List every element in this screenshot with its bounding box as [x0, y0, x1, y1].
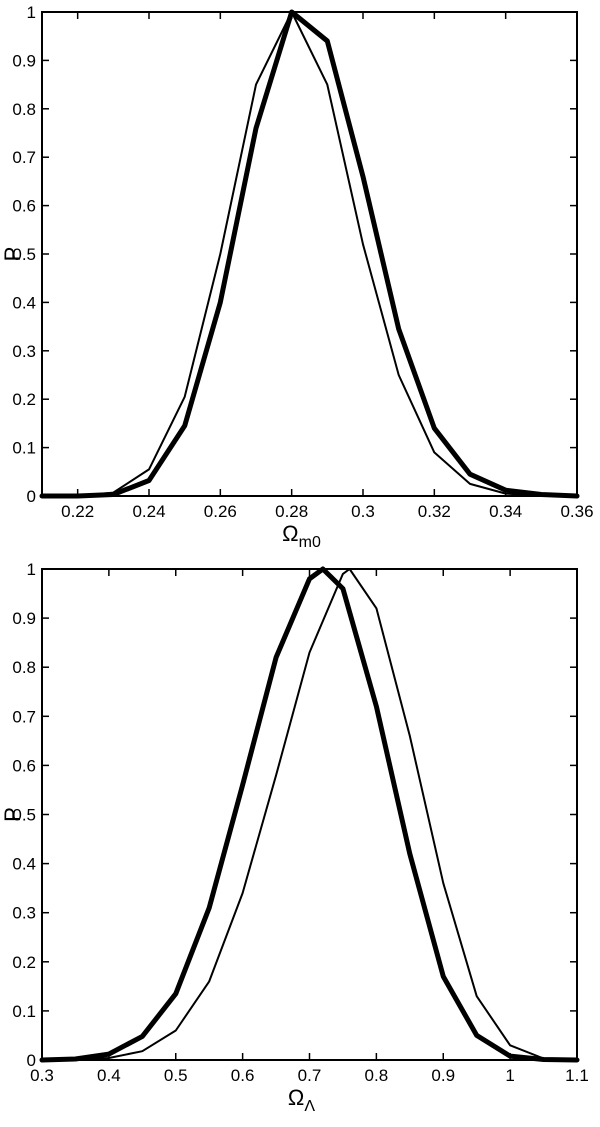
omega-lambda-y-tick-label: 0.7	[12, 707, 36, 726]
omega-m0-y-tick-label: 0.5	[12, 245, 36, 264]
omega-m0-y-tick-label: 1	[27, 3, 36, 22]
omega-m0-x-tick-label: 0.3	[351, 502, 375, 521]
omega-lambda-x-tick-label: 1.1	[565, 1066, 589, 1085]
omega-m0-plot-frame	[41, 11, 578, 497]
omega-lambda-x-tick-label: 1	[505, 1066, 514, 1085]
omega-lambda-x-tick-label: 0.3	[30, 1066, 54, 1085]
omega-lambda-x-tick-label: 0.8	[365, 1066, 389, 1085]
omega-lambda-y-tick-label: 0	[27, 1051, 36, 1070]
omega-m0-y-tick-label: 0.6	[12, 197, 36, 216]
omega-lambda-y-tick-label: 0.2	[12, 953, 36, 972]
omega-m0-y-tick-label: 0.4	[12, 293, 36, 312]
omega-m0-y-tick-label: 0.1	[12, 439, 36, 458]
omega-m0-y-tick-label: 0	[27, 487, 36, 506]
omega-lambda-x-tick-label: 0.6	[231, 1066, 255, 1085]
omega-lambda-probability-chart: 0.3 0.4 0.5 0.6 0.7 0.8 0.9 1 1.1 0 0.1 0.2 0.3 0.4 0.…	[0, 560, 600, 1122]
omega-m0-y-axis-label: P	[0, 247, 25, 262]
omega-m0-x-tick-label: 0.32	[418, 502, 451, 521]
omega-lambda-y-tick-label: 0.3	[12, 904, 36, 923]
omega-m0-y-tick-label: 0.9	[12, 51, 36, 70]
omega-lambda-y-axis-label: P	[0, 807, 25, 822]
omega-m0-probability-chart: 0.22 0.24 0.26 0.28 0.3 0.32 0.34 0.36 0 0.1 0.2 0.…	[0, 0, 600, 560]
omega-lambda-y-tick-label: 0.8	[12, 658, 36, 677]
omega-m0-y-tick-label: 0.7	[12, 148, 36, 167]
omega-lambda-series-thick-line	[39, 566, 580, 1063]
omega-lambda-x-tick-label: 0.7	[298, 1066, 322, 1085]
omega-lambda-plot-frame	[41, 568, 578, 1061]
omega-lambda-x-tick-label: 0.5	[164, 1066, 188, 1085]
omega-m0-series-thick-line	[39, 9, 580, 499]
omega-m0-x-tick-label: 0.24	[132, 502, 165, 521]
omega-lambda-series-thin-line	[41, 568, 578, 1061]
omega-m0-x-tick-label: 0.34	[489, 502, 522, 521]
omega-lambda-y-tick-label: 0.4	[12, 855, 36, 874]
omega-lambda-x-axis-label: ΩΛ	[288, 1085, 315, 1115]
omega-m0-x-tick-label: 0.36	[560, 502, 593, 521]
omega-lambda-y-tick-label: 1	[27, 561, 36, 579]
omega-m0-x-axis-symbol: Ω	[282, 521, 298, 546]
omega-lambda-y-tick-label: 0.6	[12, 756, 36, 775]
omega-lambda-y-tick-label: 0.5	[12, 806, 36, 825]
omega-m0-y-tick-label: 0.2	[12, 390, 36, 409]
omega-m0-x-tick-label: 0.28	[275, 502, 308, 521]
omega-lambda-x-tick-label: 0.9	[431, 1066, 455, 1085]
omega-m0-series-thin-line	[41, 11, 578, 497]
omega-m0-x-axis-label: Ωm0	[282, 521, 321, 551]
omega-m0-chart-svg: 0.22 0.24 0.26 0.28 0.3 0.32 0.34 0.36 0 0.1 0.2 0.…	[0, 3, 594, 551]
omega-lambda-y-tick-label: 0.9	[12, 609, 36, 628]
omega-m0-x-tick-label: 0.26	[204, 502, 237, 521]
omega-lambda-chart-svg: 0.3 0.4 0.5 0.6 0.7 0.8 0.9 1 1.1 0 0.1 0.2 0.3 0.4 0.…	[0, 560, 589, 1115]
omega-m0-y-tick-label: 0.8	[12, 100, 36, 119]
omega-lambda-x-axis-symbol: Ω	[288, 1085, 304, 1110]
omega-lambda-x-tick-label: 0.4	[97, 1066, 121, 1085]
omega-m0-y-tick-label: 0.3	[12, 342, 36, 361]
omega-lambda-y-tick-label: 0.1	[12, 1002, 36, 1021]
omega-lambda-x-axis-subscript: Λ	[304, 1098, 315, 1115]
omega-m0-x-axis-subscript: m0	[299, 534, 321, 551]
omega-m0-x-tick-label: 0.22	[61, 502, 94, 521]
